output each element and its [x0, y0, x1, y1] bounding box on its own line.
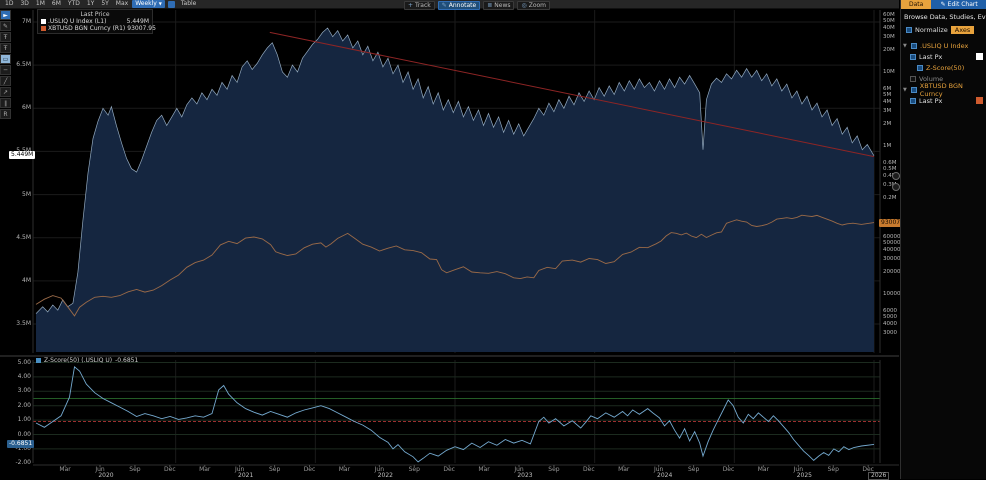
period-dropdown-label: Weekly: [135, 0, 157, 7]
series-tree: ▼ .USLIQ U Index Last Px Z-Score(50) Volume ▼…: [903, 40, 985, 106]
main-legend[interactable]: Last Price .USLIQ U Index (L1) 5.449M XB…: [37, 9, 156, 34]
diagonal-line-tool-icon[interactable]: ╱: [0, 76, 11, 86]
pencil-tool-icon[interactable]: ✎: [0, 21, 11, 31]
checkbox[interactable]: [910, 86, 917, 93]
chart-settings-icon[interactable]: [167, 0, 175, 8]
chevron-down-icon[interactable]: ▼: [903, 86, 907, 93]
legend-value: 5.449M: [126, 18, 149, 25]
panel-header: Data ✎ Edit Chart: [901, 0, 986, 9]
normalize-label: Normalize: [915, 26, 948, 34]
range-button-3d[interactable]: 3D: [20, 0, 29, 7]
tree-item-label: XBTUSD BGN Curncy: [919, 81, 963, 98]
channel-tool-icon[interactable]: ∥: [0, 98, 11, 108]
period-dropdown[interactable]: Weekly ▼: [132, 0, 165, 8]
series-color-swatch: [976, 53, 983, 60]
range-button-5y[interactable]: 5Y: [101, 0, 109, 7]
tree-item-last-px[interactable]: Last Px: [903, 51, 985, 62]
trend-tool-2-icon[interactable]: Ŧ: [0, 43, 11, 53]
trend-tool-1-icon[interactable]: Ŧ: [0, 32, 11, 42]
tree-item-label: .USLIQ U Index: [920, 41, 969, 50]
time-range-group: 1D 3D 1M 6M YTD 1Y 5Y Max: [2, 0, 131, 8]
news-icon: ≣: [487, 2, 493, 9]
range-button-1y[interactable]: 1Y: [86, 0, 95, 7]
normalize-row: Normalize Axes: [906, 26, 975, 34]
tool-label: Track: [415, 2, 431, 9]
legend-value: 93007.95: [127, 25, 156, 32]
tree-item-xbtusd-bgn-curncy[interactable]: ▼ XBTUSD BGN Curncy: [903, 81, 985, 98]
tree-item-label: Volume: [919, 74, 944, 83]
browse-data-heading: Browse Data, Studies, Events, et: [904, 13, 986, 21]
range-button-max[interactable]: Max: [115, 0, 129, 7]
data-tab[interactable]: Data: [901, 0, 932, 9]
range-button-1d[interactable]: 1D: [5, 0, 14, 7]
normalize-dropdown[interactable]: Axes: [950, 26, 975, 34]
checkbox[interactable]: [910, 75, 916, 82]
arrow-tool-icon[interactable]: ↗: [0, 87, 11, 97]
legend-item-xbtusd[interactable]: XBTUSD BGN Curncy (R1) 93007.95: [41, 25, 156, 32]
range-button-6m[interactable]: 6M: [51, 0, 61, 7]
tool-label: News: [494, 2, 511, 9]
zscore-swatch: [36, 358, 41, 363]
tree-item-label: Last Px: [919, 96, 943, 105]
legend-label: XBTUSD BGN Curncy (R1): [48, 25, 126, 32]
chevron-down-icon[interactable]: ▼: [903, 42, 907, 49]
checkbox[interactable]: [910, 97, 916, 104]
zscore-legend-label: Z-Score(50) (.USLIQ U): [44, 357, 113, 364]
tree-item-volume[interactable]: Volume: [903, 73, 985, 84]
chart-tools-group: + Track ✎ Annotate ≣ News ◎ Zoom: [404, 1, 551, 10]
zscore-legend[interactable]: Z-Score(50) (.USLIQ U) -0.6851: [36, 357, 138, 364]
xbtusd-swatch: [41, 26, 46, 31]
rectangle-tool-icon[interactable]: ▭: [0, 54, 11, 64]
chevron-down-icon: ▼: [158, 1, 162, 6]
right-axis-current-value: 93007.95: [879, 219, 912, 227]
axis-zoom-in-button[interactable]: [892, 172, 900, 180]
cursor-tool-icon[interactable]: ►: [0, 10, 11, 20]
usliq-swatch: [41, 19, 46, 24]
range-button-1m[interactable]: 1M: [35, 0, 45, 7]
legend-title: Last Price: [80, 11, 110, 18]
normalize-checkbox[interactable]: [906, 27, 912, 33]
tree-item-label: Z-Score(50): [926, 63, 965, 72]
tool-news-button[interactable]: ≣ News: [483, 1, 515, 10]
left-axis-current-value: 5.449M: [9, 151, 36, 159]
table-button[interactable]: Table: [180, 0, 197, 7]
tool-annotate-button[interactable]: ✎ Annotate: [437, 1, 481, 10]
series-color-swatch: [976, 97, 983, 104]
data-browser-panel: Data ✎ Edit Chart Browse Data, Studies, …: [900, 0, 986, 479]
legend-label: .USLIQ U Index (L1): [48, 18, 107, 25]
checkbox[interactable]: [911, 42, 917, 49]
regression-tool-icon[interactable]: R: [0, 109, 11, 119]
tree-item-label: Last Px: [919, 52, 943, 61]
tree-item-z-score-50-[interactable]: Z-Score(50): [903, 62, 985, 73]
tool-label: Annotate: [448, 2, 477, 9]
zscore-legend-value: -0.6851: [115, 357, 139, 364]
tool-label: Zoom: [528, 2, 547, 9]
tool-zoom-button[interactable]: ◎ Zoom: [517, 1, 551, 10]
annotation-toolbar: ► ✎ Ŧ Ŧ ▭ ─ ╱ ↗ ∥ R: [0, 10, 13, 119]
horizontal-line-tool-icon[interactable]: ─: [0, 65, 11, 75]
edit-chart-button[interactable]: ✎ Edit Chart: [931, 0, 986, 9]
checkbox[interactable]: [917, 64, 923, 71]
tree-item-last-px[interactable]: Last Px: [903, 95, 985, 106]
annotate-icon: ✎: [441, 2, 447, 9]
pencil-icon: ✎: [940, 1, 946, 8]
zscore-axis-current-value: -0.6851: [7, 440, 35, 448]
axis-zoom-out-button[interactable]: [892, 183, 900, 191]
tool-track-button[interactable]: + Track: [404, 1, 435, 10]
checkbox[interactable]: [910, 53, 916, 60]
edit-chart-label: Edit Chart: [947, 1, 978, 8]
track-icon: +: [408, 2, 414, 9]
zoom-icon: ◎: [521, 2, 527, 9]
range-button-ytd[interactable]: YTD: [67, 0, 80, 7]
tree-item--usliq-u-index[interactable]: ▼ .USLIQ U Index: [903, 40, 985, 51]
legend-item-usliq[interactable]: .USLIQ U Index (L1) 5.449M: [41, 18, 149, 25]
